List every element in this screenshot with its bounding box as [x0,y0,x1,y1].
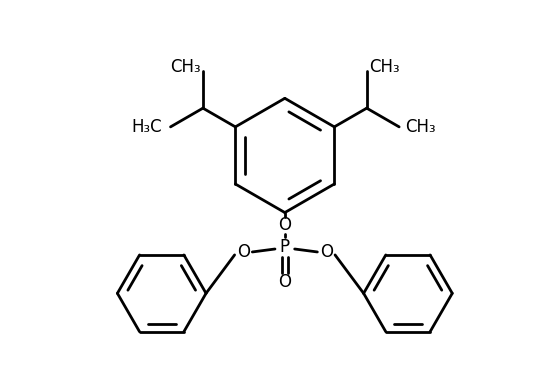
Text: O: O [278,273,292,290]
Text: CH₃: CH₃ [369,58,399,76]
Text: CH₃: CH₃ [406,118,436,136]
Text: H₃C: H₃C [132,118,162,136]
Text: P: P [280,238,290,256]
Text: CH₃: CH₃ [170,58,201,76]
Text: O: O [278,216,292,234]
Text: O: O [319,243,333,261]
Text: O: O [237,243,250,261]
